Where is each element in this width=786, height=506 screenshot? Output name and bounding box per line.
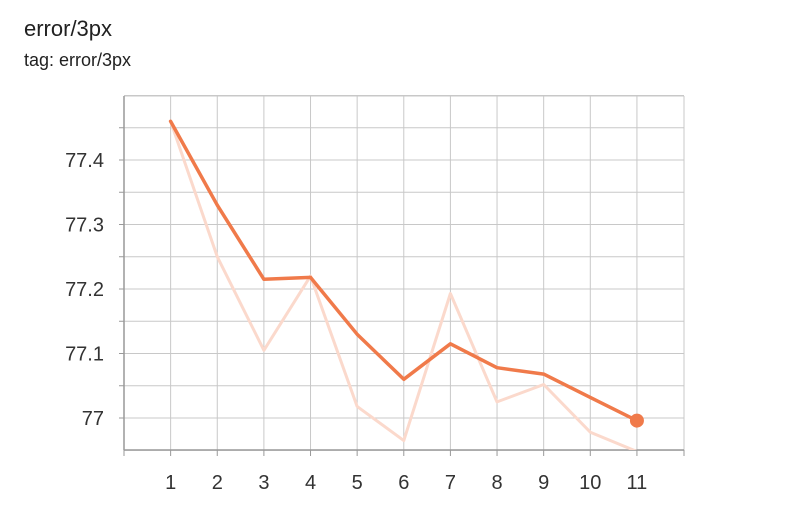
y-tick-label: 77.4 <box>65 150 104 172</box>
y-tick-label: 77.1 <box>65 344 104 366</box>
series-group <box>168 119 639 450</box>
chart-title: error/3px <box>24 16 113 41</box>
markers <box>629 413 644 428</box>
x-tick-label: 11 <box>627 472 648 494</box>
x-tick-label: 1 <box>165 472 176 494</box>
x-tick-label: 2 <box>212 472 223 494</box>
x-tick-label: 9 <box>538 472 549 494</box>
series-line-raw <box>169 119 638 450</box>
x-tick-label: 8 <box>491 472 502 494</box>
chart-subtitle: tag: error/3px <box>24 50 132 70</box>
x-tick-label: 4 <box>305 472 316 494</box>
y-tick-label: 77.2 <box>65 279 104 301</box>
x-tick-label: 7 <box>445 472 456 494</box>
grid <box>124 95 685 451</box>
x-tick-label: 5 <box>352 472 363 494</box>
y-tick-label: 77 <box>82 408 104 430</box>
axes <box>119 96 685 456</box>
tick-labels: 77 77.1 77.2 77.3 77.4 1 2 3 4 5 6 7 8 9 10 11 <box>65 150 647 494</box>
x-tick-label: 3 <box>258 472 269 494</box>
x-tick-label: 10 <box>579 472 601 494</box>
y-tick-label: 77.3 <box>65 215 104 237</box>
series-line-smoothed <box>168 119 639 423</box>
x-tick-label: 6 <box>398 472 409 494</box>
last-point-marker <box>629 413 644 428</box>
